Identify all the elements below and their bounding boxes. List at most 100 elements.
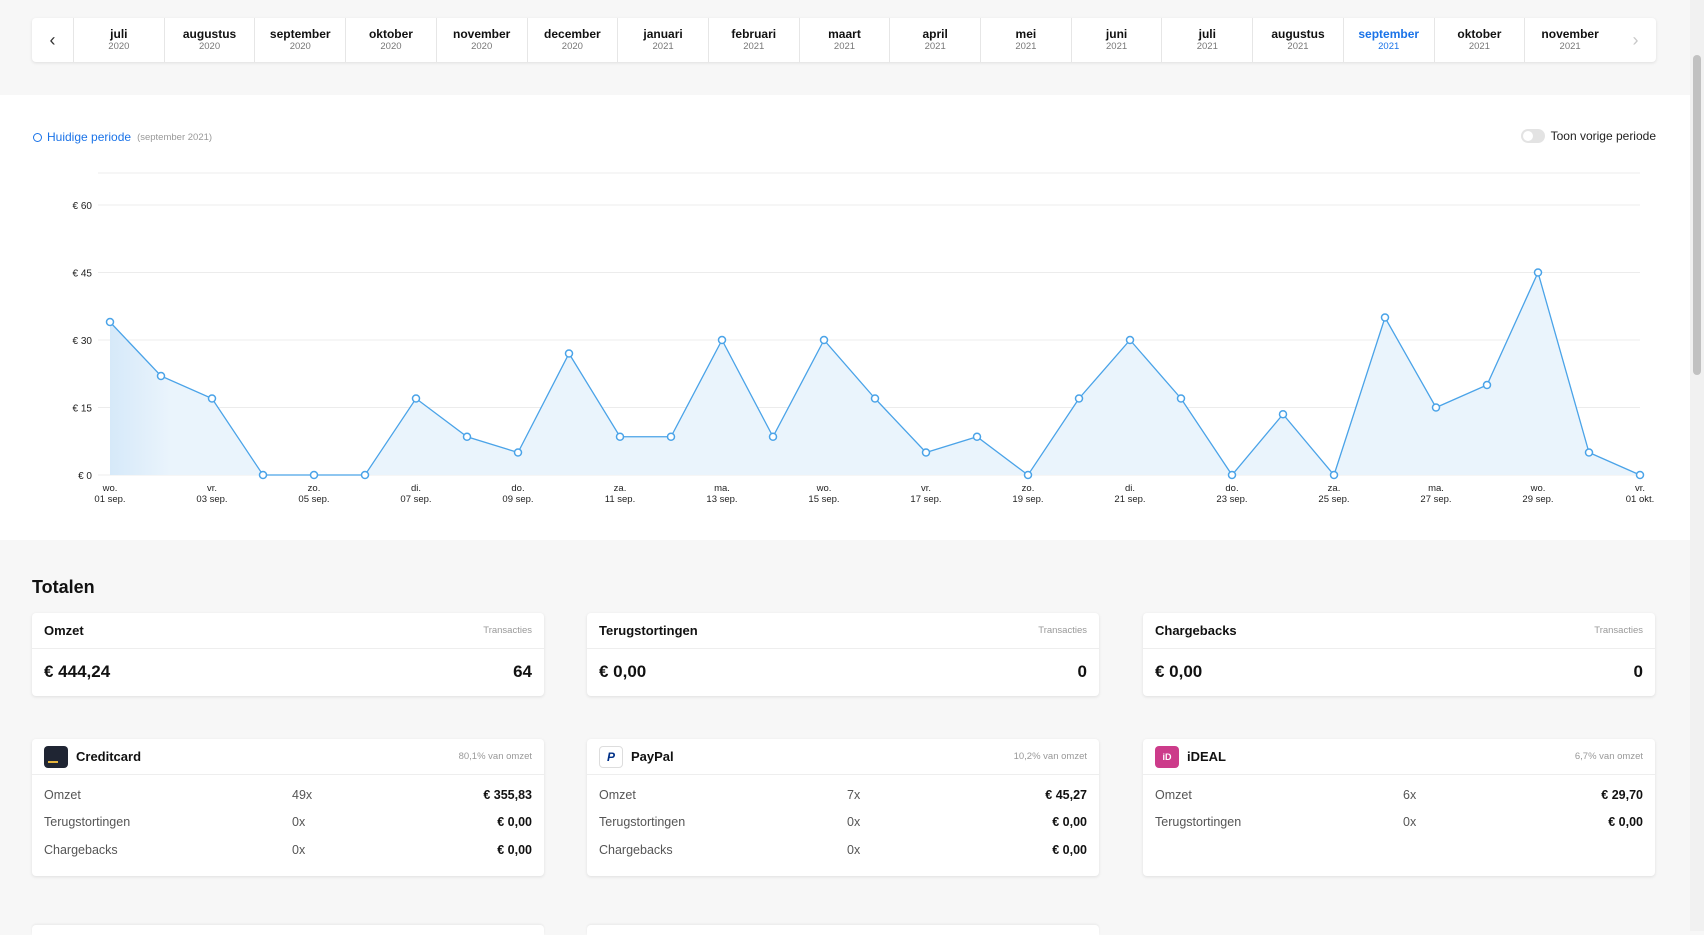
period-oktober-2020[interactable]: oktober 2020 <box>346 18 437 62</box>
data-point[interactable] <box>1023 470 1033 480</box>
data-point[interactable] <box>1125 335 1135 345</box>
period-year: 2021 <box>1468 40 1490 52</box>
method-card-paypal[interactable]: P PayPal 10,2% van omzet Omzet 7x € 45,2… <box>587 739 1099 876</box>
period-selector: ‹ juli 2020 augustus 2020 september 2020 oktob… <box>32 18 1656 62</box>
data-point[interactable] <box>1533 268 1543 277</box>
row-label: Terugstortingen <box>599 815 686 830</box>
period-month: oktober <box>1457 26 1502 41</box>
method-name: Creditcard <box>76 749 142 764</box>
period-juli-2021[interactable]: juli 2021 <box>1162 18 1254 62</box>
row-amount: € 0,00 <box>1052 815 1087 830</box>
x-tick-date: 05 sep. <box>298 494 329 505</box>
x-tick-date: 27 sep. <box>1420 494 1451 505</box>
data-point[interactable] <box>411 394 421 403</box>
method-card-partial[interactable] <box>587 925 1099 935</box>
data-point[interactable] <box>666 432 676 441</box>
x-tick-date: 15 sep. <box>808 494 839 505</box>
data-point[interactable] <box>462 432 472 441</box>
period-oktober-2021[interactable]: oktober 2021 <box>1435 18 1526 62</box>
data-point[interactable] <box>360 470 370 480</box>
x-tick-day: di. <box>1125 483 1135 494</box>
row-amount: € 0,00 <box>1052 842 1087 857</box>
period-month: mei <box>1015 26 1037 41</box>
data-point[interactable] <box>513 448 523 457</box>
x-tick-date: 17 sep. <box>910 494 941 505</box>
data-point[interactable] <box>207 394 217 403</box>
x-tick-day: wo. <box>102 483 118 494</box>
x-tick-date: 13 sep. <box>706 494 737 505</box>
x-tick-day: di. <box>411 483 421 494</box>
period-year: 2021 <box>1196 40 1218 52</box>
period-november-2020[interactable]: november 2020 <box>437 18 528 62</box>
data-point[interactable] <box>105 317 115 327</box>
period-december-2020[interactable]: december 2020 <box>528 18 619 62</box>
period-januari-2021[interactable]: januari 2021 <box>618 18 709 62</box>
data-point[interactable] <box>819 335 829 345</box>
data-point[interactable] <box>1584 448 1594 457</box>
data-point[interactable] <box>1431 403 1441 412</box>
previous-period-toggle[interactable]: Toon vorige periode <box>1520 129 1656 143</box>
data-point[interactable] <box>972 432 982 441</box>
legend-current-period[interactable]: Huidige periode (september 2021) <box>33 130 212 144</box>
data-point[interactable] <box>768 432 778 441</box>
period-juni-2021[interactable]: juni 2021 <box>1072 18 1163 62</box>
previous-period-button[interactable]: ‹ <box>32 18 74 62</box>
period-februari-2021[interactable]: februari 2021 <box>709 18 800 62</box>
x-tick-date: 29 sep. <box>1522 494 1553 505</box>
period-month: juli <box>1198 26 1216 41</box>
data-point[interactable] <box>921 448 931 457</box>
row-amount: € 45,27 <box>1045 787 1087 802</box>
card-meta: Transacties <box>1038 625 1087 636</box>
period-year: 2020 <box>198 40 221 52</box>
data-point[interactable] <box>564 349 574 358</box>
period-juli-2020[interactable]: juli 2020 <box>74 18 165 62</box>
data-point[interactable] <box>1227 470 1237 480</box>
creditcard-icon <box>44 745 68 768</box>
toggle-switch[interactable] <box>1520 129 1545 143</box>
data-point[interactable] <box>1176 394 1186 403</box>
period-year: 2020 <box>108 40 130 52</box>
row-count: 0x <box>847 842 861 857</box>
data-point[interactable] <box>1635 470 1645 480</box>
data-point[interactable] <box>1482 380 1492 390</box>
period-year: 2021 <box>1559 40 1581 52</box>
card-title: Chargebacks <box>1155 623 1237 638</box>
data-point[interactable] <box>258 470 268 480</box>
data-point[interactable] <box>309 470 319 480</box>
revenue-chart-panel: Huidige periode (september 2021) Toon vo… <box>0 95 1690 540</box>
period-augustus-2020[interactable]: augustus 2020 <box>165 18 256 62</box>
data-point[interactable] <box>870 394 880 403</box>
data-point[interactable] <box>717 335 727 345</box>
page-scrollbar[interactable] <box>1690 0 1704 931</box>
period-mei-2021[interactable]: mei 2021 <box>981 18 1072 62</box>
method-row: Terugstortingen 0x € 0,00 <box>599 809 1087 837</box>
period-april-2021[interactable]: april 2021 <box>890 18 982 62</box>
x-tick-date: 21 sep. <box>1114 494 1145 505</box>
next-period-button[interactable]: › <box>1615 18 1656 62</box>
method-card-partial[interactable] <box>32 925 544 935</box>
method-card-creditcard[interactable]: Creditcard 80,1% van omzet Omzet 49x € 3… <box>32 739 544 876</box>
scrollbar-thumb[interactable] <box>1693 55 1701 375</box>
data-point[interactable] <box>1329 470 1339 480</box>
method-card-ideal[interactable]: iD iDEAL 6,7% van omzet Omzet 6x € 29,70… <box>1143 739 1655 876</box>
period-year: 2021 <box>652 40 674 52</box>
data-point[interactable] <box>615 432 625 441</box>
x-tick-date: 03 sep. <box>196 494 227 505</box>
period-september-2021[interactable]: september 2021 <box>1344 18 1435 62</box>
period-november-2021[interactable]: november 2021 <box>1525 18 1615 62</box>
period-year: 2021 <box>1106 40 1128 52</box>
row-count: 0x <box>1403 815 1417 830</box>
totals-title: Totalen <box>32 577 95 597</box>
period-augustus-2021[interactable]: augustus 2021 <box>1253 18 1344 62</box>
data-point[interactable] <box>1380 313 1390 322</box>
period-year: 2021 <box>924 40 946 52</box>
x-tick-day: ma. <box>714 483 730 494</box>
data-point[interactable] <box>1278 410 1288 419</box>
x-tick-date: 11 sep. <box>605 494 635 505</box>
period-september-2020[interactable]: september 2020 <box>255 18 347 62</box>
period-maart-2021[interactable]: maart 2021 <box>800 18 891 62</box>
x-tick-day: do. <box>1225 483 1238 494</box>
y-tick-label: € 0 <box>78 471 92 482</box>
data-point[interactable] <box>1074 394 1084 403</box>
data-point[interactable] <box>156 371 166 381</box>
